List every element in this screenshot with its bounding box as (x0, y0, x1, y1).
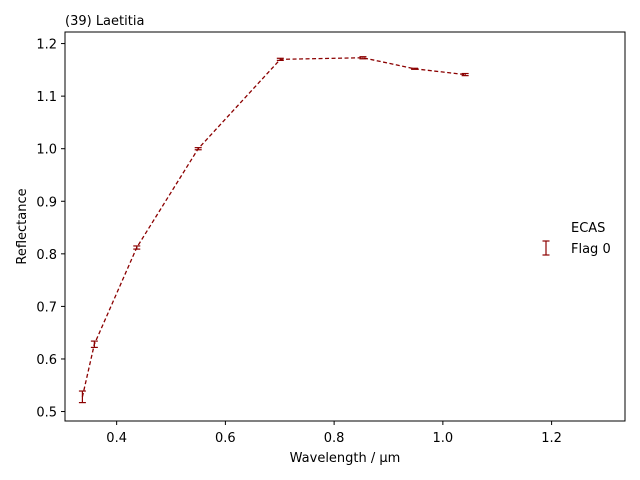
x-axis-label: Wavelength / µm (290, 451, 401, 466)
y-tick-label: 0.6 (36, 353, 57, 368)
x-tick-label: 0.6 (215, 431, 236, 446)
x-tick-label: 1.2 (541, 431, 562, 446)
x-tick-label: 1.0 (433, 431, 454, 446)
x-tick-label: 0.4 (106, 431, 127, 446)
y-tick-label: 0.5 (36, 406, 57, 421)
plot-area (78, 56, 469, 404)
error-bar (461, 72, 469, 77)
legend-errorbar-marker (542, 240, 550, 256)
y-tick-label: 1.1 (36, 90, 57, 105)
y-tick-label: 0.9 (36, 195, 57, 210)
y-tick-label: 1.0 (36, 143, 57, 158)
error-bar (78, 390, 86, 404)
legend-title: ECAS (571, 221, 605, 236)
y-tick-label: 1.2 (36, 38, 57, 53)
y-axis-label: Reflectance (15, 188, 30, 264)
error-bar (90, 340, 98, 349)
error-bar (133, 245, 141, 250)
legend-entry-flag-0: Flag 0 (571, 242, 611, 257)
chart-title: (39) Laetitia (65, 14, 144, 29)
y-tick-label: 0.7 (36, 300, 57, 315)
error-bar (411, 67, 419, 70)
axes-frame (64, 31, 626, 422)
x-tick-label: 0.8 (324, 431, 345, 446)
y-axis: 0.5 0.6 0.7 0.8 0.9 1.0 1.1 1.2 (36, 38, 65, 421)
series-line (81, 57, 466, 397)
error-bar (359, 56, 367, 60)
legend: ECAS Flag 0 (542, 221, 611, 257)
error-bar (276, 57, 284, 61)
error-bar (194, 147, 202, 151)
y-tick-label: 0.8 (36, 248, 57, 263)
x-axis: 0.4 0.6 0.8 1.0 1.2 (106, 421, 562, 446)
